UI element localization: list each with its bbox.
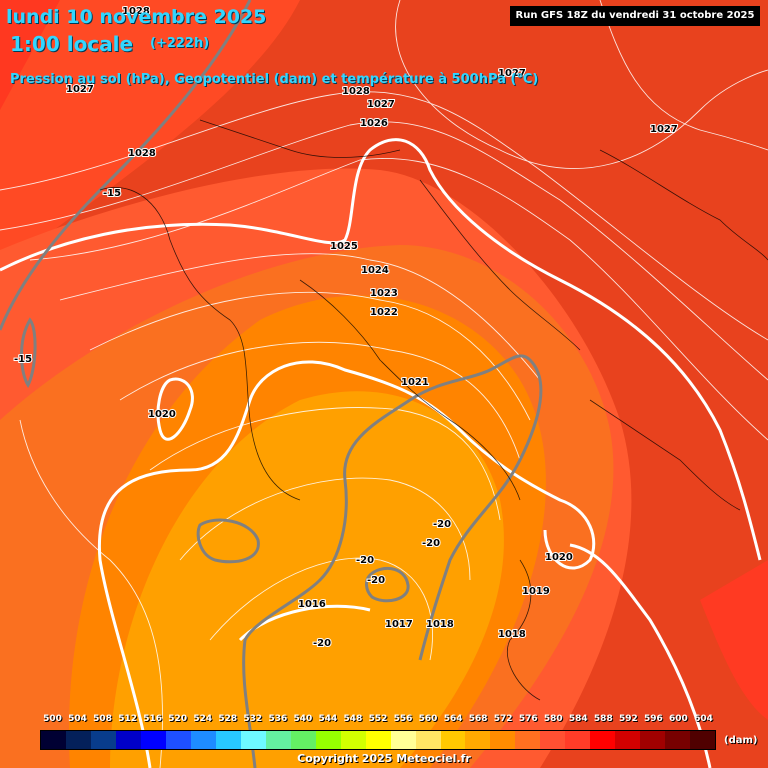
isobar-label: 1027 — [367, 99, 395, 110]
legend-swatch — [215, 731, 241, 749]
isotherms — [0, 0, 543, 768]
legend-value-labels: 500 504 508 512 516 520 524 528 532 536 540 544 548 5… — [40, 714, 716, 728]
legend-value: 560 — [418, 714, 438, 724]
legend-value: 504 — [68, 714, 87, 724]
temperature-label: -15 — [103, 188, 121, 199]
legend-value: 544 — [318, 714, 338, 724]
legend-swatch — [340, 731, 366, 749]
isobar-label: 1018 — [498, 629, 526, 640]
legend-value: 600 — [669, 714, 688, 724]
model-run-info: Run GFS 18Z du vendredi 31 octobre 2025 — [510, 6, 760, 26]
legend-swatch — [315, 731, 341, 749]
copyright: Copyright 2025 Meteociel.fr — [297, 752, 471, 765]
legend-value: 604 — [694, 714, 713, 724]
legend-value: 548 — [343, 714, 363, 724]
legend-swatch — [665, 731, 691, 749]
legend-value: 532 — [243, 714, 263, 724]
forecast-lead-time: (+222h) — [150, 36, 210, 51]
legend-swatch — [140, 731, 166, 749]
legend-value: 568 — [468, 714, 488, 724]
isobar-label: 1020 — [148, 409, 176, 420]
isobar-label: 1028 — [122, 6, 150, 17]
legend-swatch — [690, 731, 716, 749]
legend-swatch — [540, 731, 566, 749]
legend-value: 500 — [43, 714, 62, 724]
legend-value: 524 — [193, 714, 213, 724]
isobar-label: 1025 — [330, 241, 358, 252]
legend-swatch — [65, 731, 91, 749]
legend-swatch — [365, 731, 391, 749]
thick-isobars — [0, 138, 762, 768]
legend-value: 556 — [393, 714, 413, 724]
isobar-label: 1016 — [298, 599, 326, 610]
isobar-label: 1017 — [385, 619, 413, 630]
map-parameters: Pression au sol (hPa), Geopotentiel (dam… — [10, 72, 539, 87]
forecast-date: lundi 10 novembre 2025 — [6, 6, 267, 28]
legend-swatch — [165, 731, 191, 749]
temperature-label-layer: -15 -15 -20 -20 -20 -20 -20 — [13, 187, 452, 650]
temperature-label: -20 — [367, 575, 385, 586]
isobar-label: 1020 — [545, 552, 573, 563]
legend-value: 512 — [118, 714, 138, 724]
legend-swatch — [565, 731, 591, 749]
legend-swatch — [90, 731, 116, 749]
legend-swatch — [115, 731, 141, 749]
isobar-label: 1027 — [498, 68, 526, 79]
isobar-label: 1027 — [66, 84, 94, 95]
isobar-label: 1018 — [426, 619, 454, 630]
temperature-label: -20 — [433, 519, 451, 530]
legend-value: 552 — [368, 714, 388, 724]
legend-swatch — [465, 731, 491, 749]
legend-value: 508 — [93, 714, 112, 724]
legend-swatch — [265, 731, 291, 749]
isobar-label: 1024 — [361, 265, 389, 276]
temperature-label: -20 — [313, 638, 331, 649]
temperature-label: -20 — [356, 555, 374, 566]
isobar-label-layer: 1028 1027 1028 1027 1026 1027 1027 1028 … — [65, 5, 679, 641]
legend-swatch — [640, 731, 666, 749]
legend-value: 564 — [443, 714, 463, 724]
legend-swatch — [41, 731, 66, 749]
legend-color-bar — [40, 730, 716, 750]
isobar-label: 1028 — [128, 148, 156, 159]
forecast-local-time: 1:00 locale — [10, 32, 134, 56]
legend-swatch — [490, 731, 516, 749]
isobar-label: 1023 — [370, 288, 398, 299]
legend-swatch — [415, 731, 441, 749]
temperature-label: -15 — [14, 354, 32, 365]
legend-value: 588 — [593, 714, 613, 724]
legend-swatch — [240, 731, 266, 749]
legend-value: 572 — [493, 714, 513, 724]
isobar-label: 1019 — [522, 586, 550, 597]
legend-value: 516 — [143, 714, 163, 724]
legend-swatch — [515, 731, 541, 749]
isobar-label: 1022 — [370, 307, 398, 318]
legend-value: 540 — [293, 714, 313, 724]
legend-value: 596 — [644, 714, 663, 724]
legend-swatch — [615, 731, 641, 749]
legend-swatch — [440, 731, 466, 749]
legend-value: 580 — [543, 714, 563, 724]
legend-value: 584 — [568, 714, 588, 724]
isobar-label: 1028 — [342, 86, 370, 97]
legend-value: 576 — [518, 714, 538, 724]
legend-swatch — [590, 731, 616, 749]
coastlines-borders — [99, 119, 768, 701]
legend-swatch — [190, 731, 216, 749]
legend-swatch — [390, 731, 416, 749]
isobar-label: 1027 — [650, 124, 678, 135]
legend-value: 592 — [618, 714, 638, 724]
legend-swatch — [290, 731, 316, 749]
isobar-label: 1026 — [360, 118, 388, 129]
legend-value: 520 — [168, 714, 188, 724]
temperature-label: -20 — [422, 538, 440, 549]
legend-value: 536 — [268, 714, 288, 724]
legend-value: 528 — [218, 714, 238, 724]
isobar-label: 1021 — [401, 377, 429, 388]
legend-unit: (dam) — [724, 735, 758, 746]
